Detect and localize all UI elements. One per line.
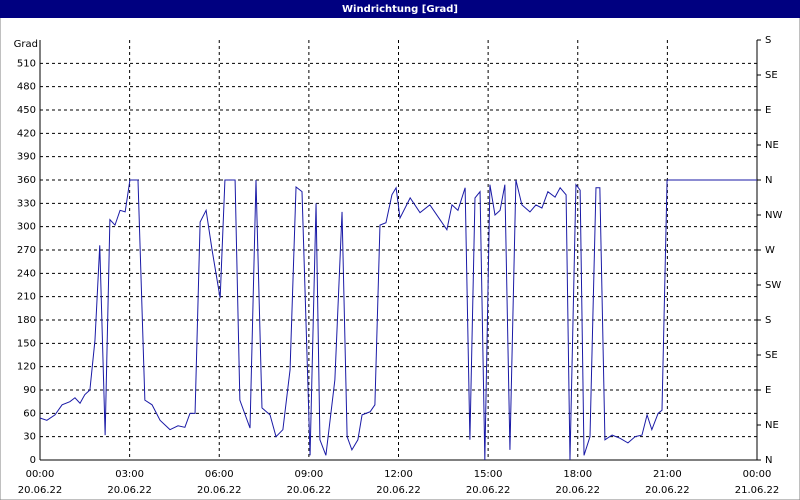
- y-tick-label: 480: [17, 82, 36, 93]
- y-tick-label: 420: [17, 128, 36, 139]
- x-tick-date: 20.06.22: [466, 485, 511, 496]
- y2-tick-label: NW: [765, 210, 782, 221]
- title-bar: [0, 0, 800, 18]
- chart-title: Windrichtung [Grad]: [342, 4, 458, 15]
- y-tick-label: 300: [17, 222, 36, 233]
- y-tick-label: 180: [17, 315, 36, 326]
- y-tick-label: 390: [17, 152, 36, 163]
- x-tick-label: 09:00: [294, 469, 323, 480]
- x-tick-label: 15:00: [474, 469, 503, 480]
- y2-tick-label: N: [765, 455, 772, 466]
- y-tick-label: 360: [17, 175, 36, 186]
- y2-tick-label: SW: [765, 280, 781, 291]
- y-axis-label: Grad: [14, 39, 38, 50]
- y2-tick-label: E: [765, 385, 771, 396]
- x-tick-date: 20.06.22: [287, 485, 332, 496]
- y-tick-label: 90: [23, 385, 36, 396]
- y-tick-label: 120: [17, 362, 36, 373]
- x-tick-label: 18:00: [563, 469, 592, 480]
- x-tick-date: 20.06.22: [645, 485, 690, 496]
- x-tick-date: 21.06.22: [735, 485, 780, 496]
- y2-tick-label: W: [765, 245, 775, 256]
- x-tick-date: 20.06.22: [197, 485, 242, 496]
- data-line: [39, 179, 757, 461]
- x-tick-date: 20.06.22: [107, 485, 152, 496]
- y2-tick-label: NE: [765, 140, 779, 151]
- y-tick-label: 510: [17, 58, 36, 69]
- x-tick-label: 12:00: [384, 469, 413, 480]
- y-tick-label: 240: [17, 268, 36, 279]
- x-tick-date: 20.06.22: [18, 485, 63, 496]
- y-tick-label: 210: [17, 292, 36, 303]
- y-tick-label: 30: [23, 432, 36, 443]
- y-tick-label: 150: [17, 338, 36, 349]
- x-tick-label: 00:00: [743, 469, 772, 480]
- y-tick-label: 270: [17, 245, 36, 256]
- y2-tick-label: S: [765, 35, 771, 46]
- y-tick-label: 330: [17, 198, 36, 209]
- y2-tick-label: N: [765, 175, 772, 186]
- y2-tick-label: E: [765, 105, 771, 116]
- y-tick-label: 450: [17, 105, 36, 116]
- x-tick-date: 20.06.22: [555, 485, 600, 496]
- x-tick-label: 00:00: [26, 469, 55, 480]
- x-tick-label: 21:00: [653, 469, 682, 480]
- x-tick-label: 03:00: [115, 469, 144, 480]
- y-tick-label: 60: [23, 408, 36, 419]
- y2-tick-label: S: [765, 315, 771, 326]
- y2-tick-label: SE: [765, 350, 778, 361]
- x-tick-label: 06:00: [205, 469, 234, 480]
- y-tick-label: 0: [30, 455, 36, 466]
- x-tick-date: 20.06.22: [376, 485, 421, 496]
- y2-tick-label: SE: [765, 70, 778, 81]
- y2-tick-label: NE: [765, 420, 779, 431]
